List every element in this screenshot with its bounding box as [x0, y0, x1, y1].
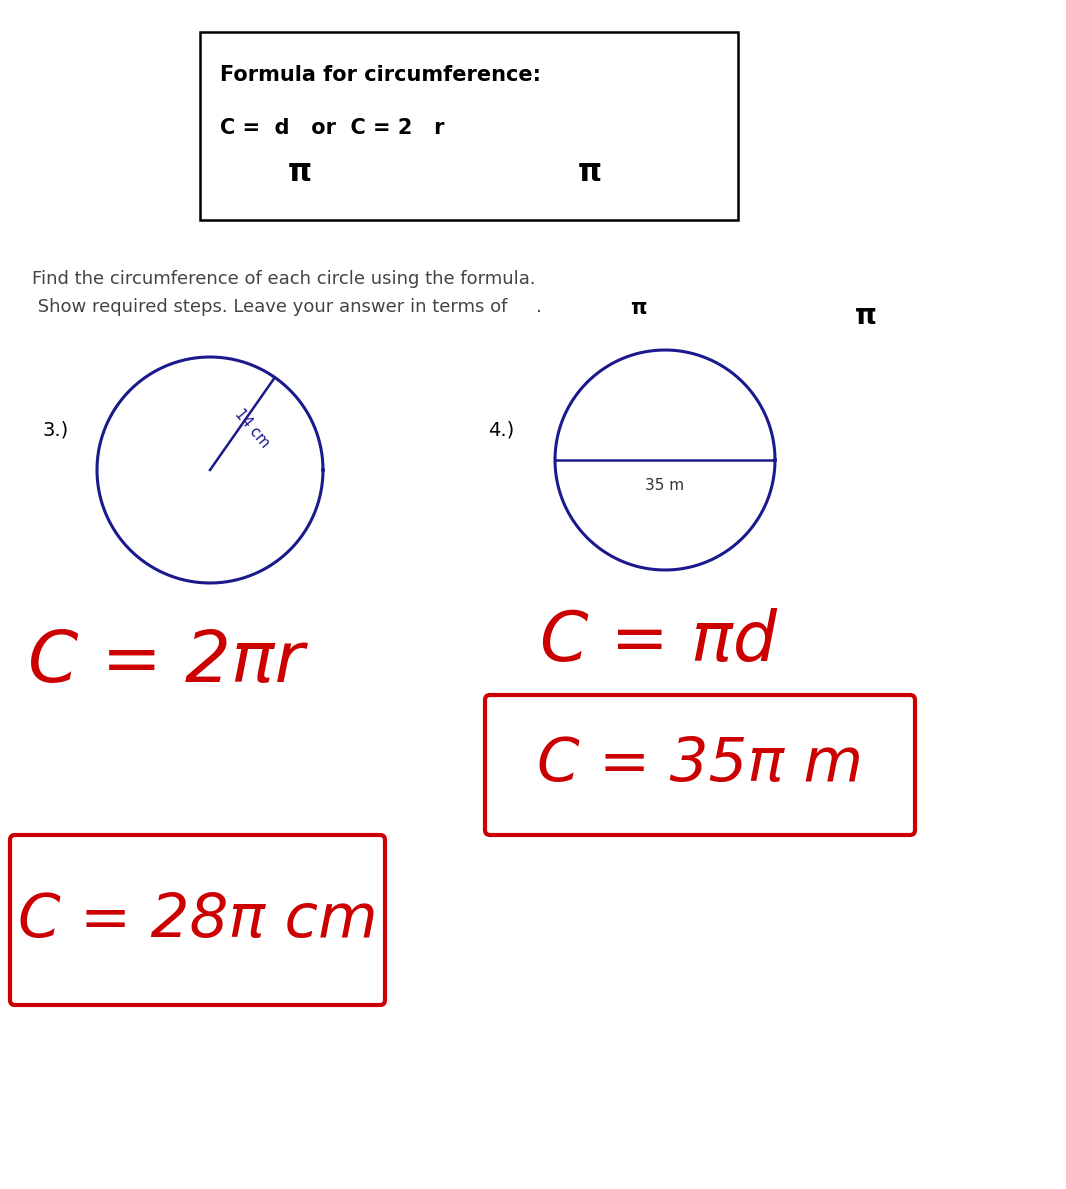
- Text: C = 28π cm: C = 28π cm: [18, 891, 377, 950]
- Text: 4.): 4.): [488, 420, 514, 439]
- Text: π: π: [288, 158, 312, 187]
- Text: 3.): 3.): [42, 420, 68, 439]
- Text: C =  d   or  C = 2   r: C = d or C = 2 r: [220, 118, 445, 138]
- FancyBboxPatch shape: [485, 696, 915, 835]
- Text: π: π: [578, 158, 602, 187]
- FancyBboxPatch shape: [10, 835, 385, 1005]
- Text: π: π: [630, 298, 646, 317]
- Polygon shape: [200, 32, 738, 220]
- Text: Show required steps. Leave your answer in terms of     .: Show required steps. Leave your answer i…: [32, 298, 542, 316]
- Text: C = 2πr: C = 2πr: [28, 628, 304, 697]
- Text: π: π: [855, 302, 877, 331]
- Text: C = πd: C = πd: [540, 608, 777, 675]
- Text: Find the circumference of each circle using the formula.: Find the circumference of each circle us…: [32, 270, 535, 288]
- Text: Formula for circumference:: Formula for circumference:: [220, 65, 542, 84]
- Text: C = 35π m: C = 35π m: [537, 736, 863, 794]
- Text: 14 cm: 14 cm: [231, 405, 272, 451]
- Text: 35 m: 35 m: [645, 478, 684, 493]
